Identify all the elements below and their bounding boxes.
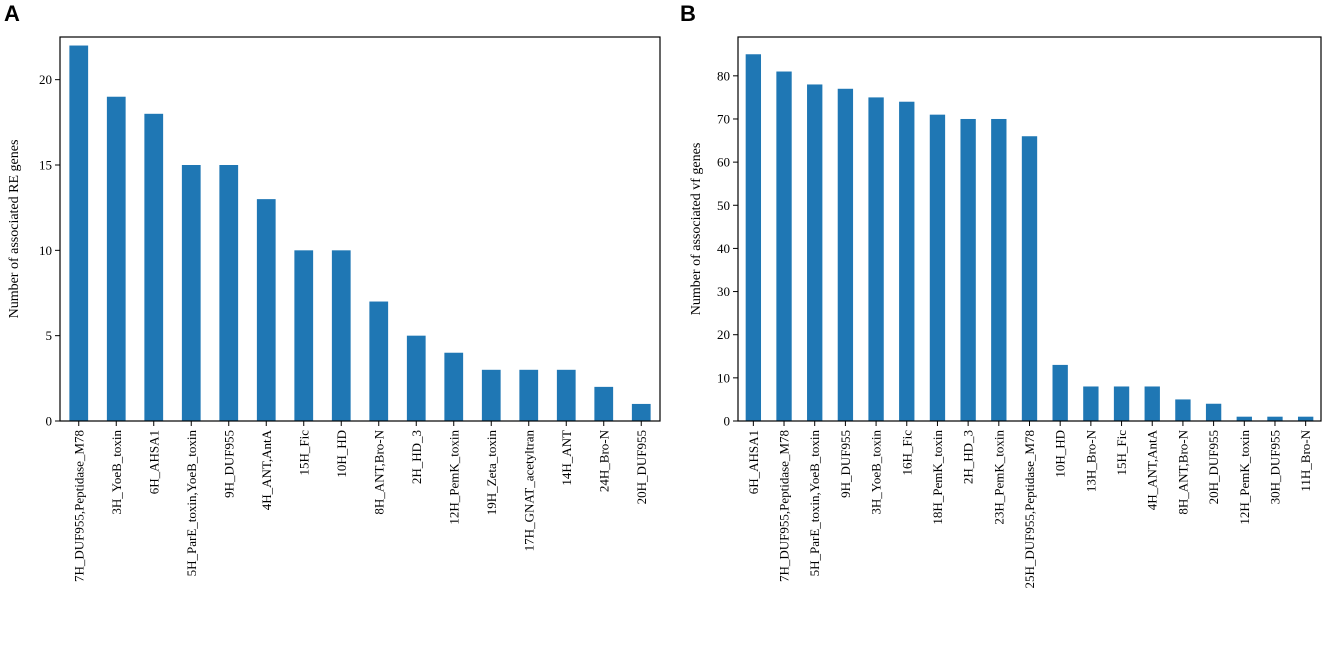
x-tick-label: 8H_ANT,Bro-N <box>1175 429 1190 514</box>
x-tick-label: 19H_Zeta_toxin <box>484 430 499 516</box>
bar-8 <box>960 118 976 421</box>
x-tick-label: 4H_ANT,AntA <box>1145 429 1160 510</box>
bar-14 <box>556 369 576 421</box>
x-tick-label: 12H_PemK_toxin <box>446 430 461 525</box>
plot-frame <box>59 36 661 422</box>
x-tick-label: 7H_DUF955,Peptidase_M78 <box>71 430 86 582</box>
bar-4 <box>837 88 854 421</box>
y-tick-label: 20 <box>717 327 730 342</box>
x-tick-label: 6H_AHSA1 <box>746 430 761 494</box>
bar-5 <box>219 165 239 421</box>
y-tick-label: 0 <box>46 414 53 429</box>
x-tick-label: 6H_AHSA1 <box>146 430 161 494</box>
chart-panel-a: 0 5 10 15 20 7H_DUF955,Peptidase_M78 3H_YoeB_t… <box>7 36 661 582</box>
x-tick-label: 24H_Bro-N <box>596 429 611 492</box>
bar-4 <box>181 165 201 421</box>
x-tick-label: 3H_YoeB_toxin <box>109 430 124 515</box>
bar-11 <box>1052 364 1068 421</box>
bar-19 <box>1297 416 1314 421</box>
bar-15 <box>594 386 614 421</box>
bar-9 <box>369 301 389 421</box>
x-tick-label: 20H_DUF955 <box>634 430 649 504</box>
bar-9 <box>991 118 1007 421</box>
y-axis-label: Number of associated vf genes <box>689 143 704 316</box>
x-tick-label: 18H_PemK_toxin <box>930 430 945 525</box>
bar-12 <box>481 369 501 421</box>
bar-12 <box>1083 386 1099 421</box>
bar-2 <box>776 71 792 422</box>
bar-7 <box>294 250 314 421</box>
bar-18 <box>1267 416 1283 421</box>
x-tick-label: 2H_HD_3 <box>961 430 976 484</box>
y-tick-label: 10 <box>39 243 52 258</box>
x-tick-label: 15H_Fic <box>1114 430 1129 476</box>
bar-7 <box>929 114 946 421</box>
x-tick-label: 3H_YoeB_toxin <box>869 430 884 515</box>
x-tick-label: 9H_DUF955 <box>221 430 236 498</box>
x-tick-label: 2H_HD_3 <box>409 430 424 484</box>
x-tick-label: 5H_ParE_toxin,YoeB_toxin <box>807 430 822 577</box>
y-tick-label: 10 <box>717 370 730 385</box>
bar-15 <box>1175 399 1191 421</box>
y-tick-label: 40 <box>717 241 730 256</box>
x-tick-label: 16H_Fic <box>899 430 914 476</box>
x-tick-label: 12H_PemK_toxin <box>1237 430 1252 525</box>
bar-6 <box>899 101 915 421</box>
bar-10 <box>1021 136 1038 422</box>
x-tick-label: 5H_ParE_toxin,YoeB_toxin <box>184 430 199 577</box>
bar-3 <box>807 84 823 422</box>
y-tick-label: 50 <box>717 198 730 213</box>
chart-panel-b: 0 10 20 30 40 50 60 70 80 6H_AHSA1 7H_DUF955,Pepti… <box>689 36 1322 589</box>
panel-label-a: A <box>4 1 20 26</box>
panel-label-b: B <box>680 1 696 26</box>
bar-10 <box>406 335 426 421</box>
bar-3 <box>144 113 164 422</box>
bar-1 <box>69 45 89 421</box>
x-tick-label: 11H_Bro-N <box>1298 429 1313 491</box>
bar-8 <box>331 250 351 421</box>
bar-13 <box>1113 386 1130 421</box>
y-tick-label: 5 <box>46 328 53 343</box>
bar-2 <box>106 96 126 421</box>
bar-17 <box>1236 416 1252 421</box>
x-tick-label: 15H_Fic <box>296 430 311 476</box>
x-tick-label: 25H_DUF955,Peptidase_M78 <box>1022 430 1037 589</box>
bar-11 <box>444 352 464 421</box>
x-tick-label: 9H_DUF955 <box>838 430 853 498</box>
y-tick-label: 80 <box>717 68 730 83</box>
bar-16 <box>631 403 651 421</box>
x-tick-label: 10H_HD <box>334 430 349 478</box>
bar-1 <box>745 54 762 421</box>
bar-14 <box>1144 386 1160 421</box>
y-tick-label: 0 <box>724 414 731 429</box>
y-tick-label: 30 <box>717 284 730 299</box>
x-tick-label: 7H_DUF955,Peptidase_M78 <box>777 430 792 582</box>
y-tick-label: 60 <box>717 155 730 170</box>
x-tick-label: 23H_PemK_toxin <box>991 430 1006 525</box>
y-tick-label: 70 <box>717 111 730 126</box>
x-tick-label: 4H_ANT,AntA <box>259 429 274 510</box>
bar-16 <box>1205 403 1222 421</box>
y-axis-label: Number of associated RE genes <box>7 140 22 319</box>
x-tick-label: 30H_DUF955 <box>1267 430 1282 504</box>
x-tick-label: 8H_ANT,Bro-N <box>371 429 386 514</box>
bar-5 <box>868 97 884 422</box>
bar-6 <box>256 199 276 421</box>
x-tick-label: 14H_ANT <box>559 430 574 486</box>
x-tick-label: 20H_DUF955 <box>1206 430 1221 504</box>
y-tick-label: 15 <box>39 158 52 173</box>
x-tick-label: 13H_Bro-N <box>1083 429 1098 492</box>
y-tick-label: 20 <box>39 72 52 87</box>
x-tick-label: 17H_GNAT_acetyltran <box>521 430 536 552</box>
x-tick-label: 10H_HD <box>1053 430 1068 478</box>
bar-13 <box>519 369 539 421</box>
